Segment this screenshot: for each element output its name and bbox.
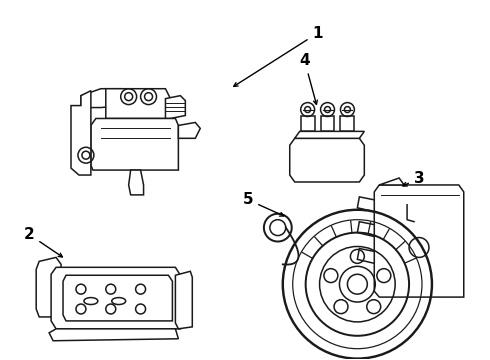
Polygon shape [49,329,178,341]
Polygon shape [294,131,365,138]
Polygon shape [301,116,315,131]
Polygon shape [357,197,374,212]
Polygon shape [129,170,144,195]
Polygon shape [357,248,374,264]
Polygon shape [91,118,178,170]
Polygon shape [379,178,404,185]
Polygon shape [178,122,200,138]
Polygon shape [106,89,171,118]
Polygon shape [63,275,172,321]
Polygon shape [166,96,185,118]
Polygon shape [51,267,180,329]
Text: 3: 3 [403,171,424,186]
Polygon shape [175,271,192,329]
Polygon shape [320,116,335,131]
Text: 1: 1 [234,26,323,86]
Polygon shape [36,257,61,317]
Text: 4: 4 [299,53,318,104]
Text: 5: 5 [243,192,284,216]
Polygon shape [71,91,91,175]
Text: 2: 2 [24,227,62,257]
Polygon shape [357,222,374,237]
Polygon shape [341,116,354,131]
Polygon shape [374,185,464,297]
Polygon shape [290,138,365,182]
